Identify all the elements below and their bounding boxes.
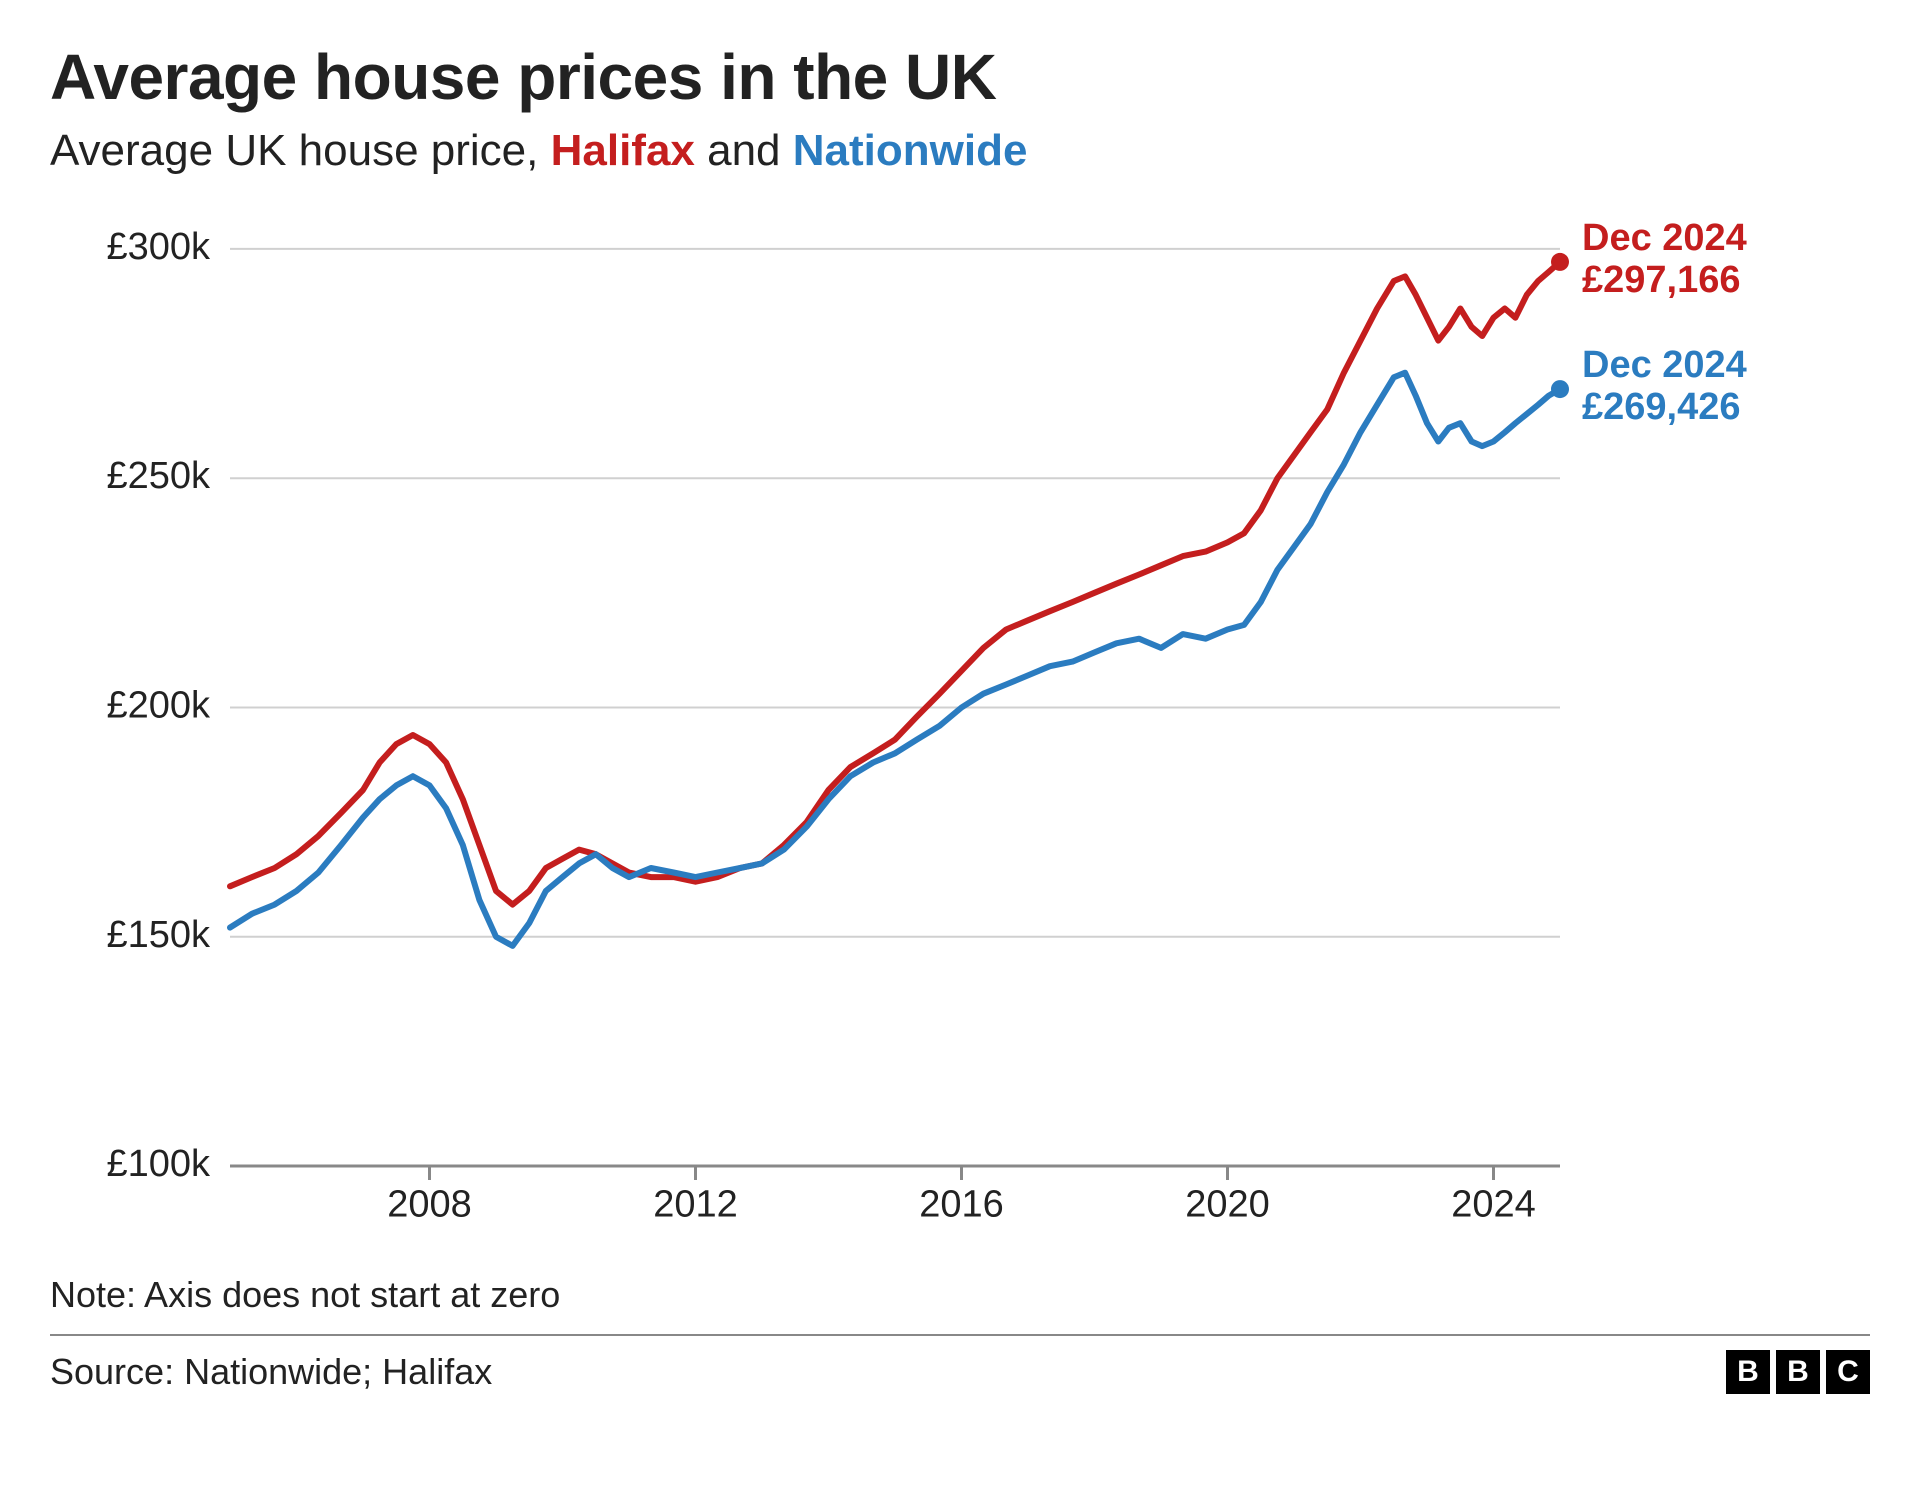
y-axis-label: £100k <box>106 1143 211 1185</box>
chart-subtitle: Average UK house price, Halifax and Nati… <box>50 126 1870 176</box>
y-axis-label: £300k <box>106 226 211 268</box>
end-label-value-halifax: £297,166 <box>1582 259 1741 301</box>
line-chart-svg: £100k £150k £200k £250k £300k 2008 2012 2016 202… <box>50 206 1870 1256</box>
end-label-value-nationwide: £269,426 <box>1582 386 1741 428</box>
x-axis-label: 2024 <box>1451 1183 1536 1225</box>
bbc-logo-block: C <box>1826 1350 1870 1394</box>
chart-container: Average house prices in the UK Average U… <box>0 0 1920 1500</box>
y-axis-label: £150k <box>106 914 211 956</box>
y-axis-label: £200k <box>106 684 211 726</box>
x-axis-label: 2016 <box>919 1183 1004 1225</box>
subtitle-series-nationwide: Nationwide <box>793 126 1028 175</box>
bbc-logo-block: B <box>1776 1350 1820 1394</box>
bbc-logo-block: B <box>1726 1350 1770 1394</box>
series-line-halifax <box>230 262 1560 905</box>
end-label-date-nationwide: Dec 2024 <box>1582 344 1747 386</box>
y-axis-label: £250k <box>106 455 211 497</box>
subtitle-join: and <box>695 126 793 175</box>
chart-title: Average house prices in the UK <box>50 40 1870 114</box>
x-axis-label: 2020 <box>1185 1183 1270 1225</box>
chart-note: Note: Axis does not start at zero <box>50 1274 1870 1336</box>
series-line-nationwide <box>230 373 1560 946</box>
source-text: Source: Nationwide; Halifax <box>50 1351 492 1393</box>
end-marker-halifax <box>1551 253 1569 271</box>
subtitle-series-halifax: Halifax <box>551 126 695 175</box>
end-marker-nationwide <box>1551 380 1569 398</box>
x-axis-label: 2012 <box>653 1183 738 1225</box>
x-axis-label: 2008 <box>387 1183 472 1225</box>
end-label-date-halifax: Dec 2024 <box>1582 217 1747 259</box>
chart-plot-area: £100k £150k £200k £250k £300k 2008 2012 2016 202… <box>50 206 1870 1256</box>
bbc-logo: BBC <box>1726 1350 1870 1394</box>
subtitle-prefix: Average UK house price, <box>50 126 551 175</box>
source-row: Source: Nationwide; Halifax BBC <box>50 1336 1870 1394</box>
